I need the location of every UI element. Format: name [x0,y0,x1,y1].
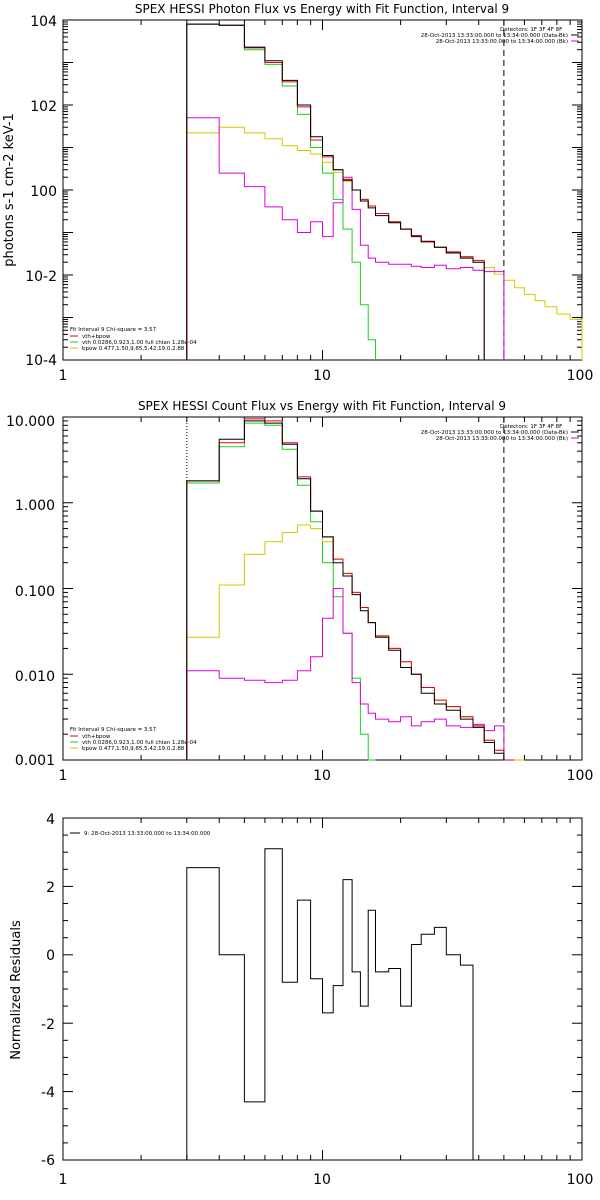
x-tick-label: 1 [59,368,68,384]
y-tick-label: 4 [46,812,55,828]
y-tick-label: 102 [30,99,57,115]
x-tick-label: 10 [313,1172,331,1188]
photon-flux-panel: SPEX HESSI Photon Flux vs Energy with Fi… [2,2,593,384]
residuals-panel: 1 10 100 -6 -4 -2 0 2 4 Normalized Resid… [9,812,593,1188]
series-line-data-bk [186,23,485,360]
y-tick-label: 0.001 [15,753,55,769]
data-series [186,848,474,1160]
data-series [186,417,525,761]
legend-text: vth 0.0286,0.923,1.00 full chian 1.28e-0… [82,740,197,746]
y-tick-label: 0.100 [15,584,55,600]
data-series [186,20,583,360]
legend-text: vth 0.0286,0.923,1.00 full chian 1.28e-0… [82,340,197,346]
x-tick-label: 10 [313,768,331,784]
y-tick-label: -2 [41,1017,55,1033]
y-tick-label: 100 [30,184,57,200]
y-axis-label: Normalized Residuals [9,920,24,1060]
y-tick-label: 0.010 [15,669,55,685]
legend-text: Fit Interval 9 Chi-square = 3.57 [70,327,157,333]
legend-text: vth+bpow [82,734,111,740]
y-tick-label: 0 [46,948,55,964]
legend-text: bpow 0.477,1.50,9.65,5.42,19.0,2.88 [82,346,185,352]
series-line-residuals [186,848,474,1160]
header-line: 28-Oct-2013 13:33:00.000 to 13:34:00.000… [436,39,568,45]
series-line-bk [186,117,505,360]
header-line: Detectors: 1F 3F 4F 8F [500,27,562,33]
x-tick-label: 100 [567,768,594,784]
y-tick-label: 104 [30,14,57,30]
series-line-bk [186,588,505,760]
tick-marks [62,20,582,361]
y-tick-label: -6 [41,1153,55,1169]
series-line-vth-bpow [186,418,515,761]
y-tick-label: 10-2 [25,269,57,285]
series-line-data-bk [186,420,505,760]
x-tick-label: 1 [59,768,68,784]
x-tick-label: 10 [313,368,331,384]
tick-marks [62,417,582,761]
legend-text: Fit Interval 9 Chi-square = 3.57 [70,727,157,733]
legend-text: 9: 28-Oct-2013 13:33:00.000 to 13:34:00.… [84,831,211,837]
tick-marks [62,817,582,1161]
header-line: Detectors: 1F 3F 4F 8F [500,424,562,430]
header-line: 28-Oct-2013 13:33:00.000 to 13:34:00.000… [436,436,568,442]
header-line: 28-Oct-2013 13:33:00.000 to 13:34:00.000… [421,33,568,39]
chart-title: SPEX HESSI Count Flux vs Energy with Fit… [138,399,506,413]
header-line: 28-Oct-2013 13:33:00.000 to 13:34:00.000… [421,430,568,436]
legend-text: bpow 0.477,1.50,9.65,5.42,19.0,2.88 [82,746,185,752]
series-line-vth [186,422,376,761]
y-axis-label: photons s-1 cm-2 keV-1 [2,113,17,267]
x-tick-label: 100 [567,368,594,384]
legend-text: vth+bpow [82,334,111,340]
chart-title: SPEX HESSI Photon Flux vs Energy with Fi… [135,2,509,16]
series-line-bpow [186,126,583,360]
x-tick-label: 100 [567,1172,594,1188]
y-tick-label: 1.000 [15,498,55,514]
y-tick-label: 10-4 [25,353,57,369]
count-flux-panel: SPEX HESSI Count Flux vs Energy with Fit… [6,399,593,784]
y-tick-label: 10.000 [6,414,55,430]
y-tick-label: 2 [46,880,55,896]
x-tick-label: 1 [59,1172,68,1188]
series-line-vth [186,23,376,360]
y-tick-label: -4 [41,1085,55,1101]
series-line-vth-bpow [186,23,485,360]
